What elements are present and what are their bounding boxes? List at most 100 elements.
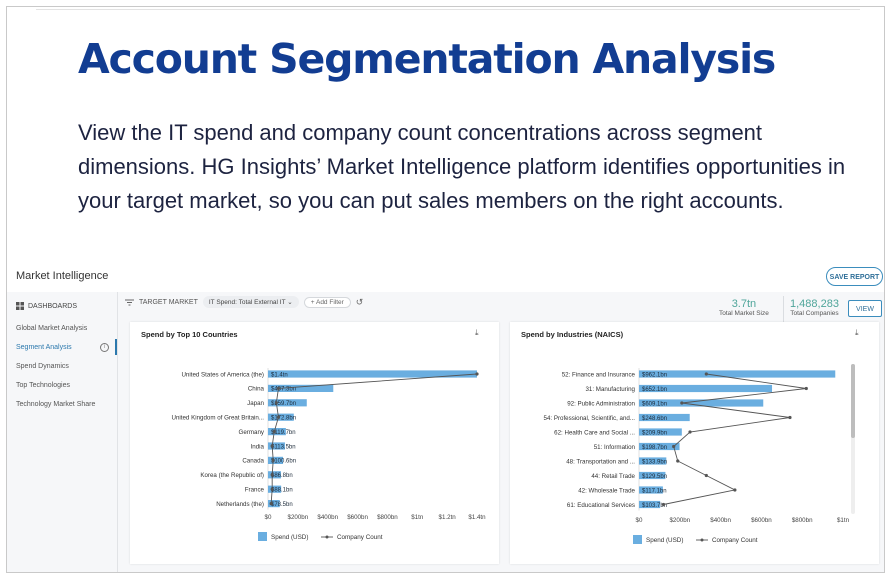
view-button[interactable]: VIEW	[848, 300, 882, 317]
hero-title: Account Segmentation Analysis	[78, 35, 776, 83]
data-label: $117.1bn	[642, 488, 667, 494]
data-label: $1.4tn	[271, 372, 288, 378]
sidebar-header: DASHBOARDS	[16, 302, 77, 310]
kpi-market-size-value: 3.7tn	[731, 298, 757, 310]
legend-label-spend: Spend (USD)	[271, 534, 308, 541]
data-label: $172.8bn	[271, 416, 296, 422]
filter-pill[interactable]: IT Spend: Total External IT ⌄	[202, 296, 299, 308]
save-report-button[interactable]: SAVE REPORT	[826, 267, 883, 286]
bar	[639, 457, 667, 465]
bar	[268, 456, 284, 464]
data-label: $86.8bn	[271, 473, 293, 479]
bar	[268, 384, 334, 392]
category-label: United Kingdom of Great Britain...	[171, 415, 264, 422]
category-label: United States of America (the)	[181, 371, 264, 378]
data-label: $609.1bn	[642, 401, 667, 407]
x-tick-label: $800bn	[792, 517, 813, 524]
company-count-point	[274, 401, 278, 405]
x-tick-label: $1.2tn	[439, 514, 457, 521]
reset-icon[interactable]: ↺	[355, 296, 364, 307]
bar	[268, 485, 282, 493]
company-count-line	[270, 373, 478, 504]
company-count-point	[680, 401, 684, 405]
legend-marker-company-count	[700, 538, 704, 542]
company-count-point	[475, 372, 479, 376]
company-count-point	[276, 415, 281, 419]
chevron-down-icon: ⌄	[287, 299, 293, 306]
download-icon[interactable]: ⤓	[855, 328, 859, 337]
category-label: Japan	[247, 400, 264, 407]
bar	[639, 428, 682, 436]
company-count-point	[704, 473, 708, 478]
x-tick-label: $1tn	[837, 517, 850, 524]
sidebar-header-label: DASHBOARDS	[28, 302, 78, 310]
active-indicator	[115, 339, 117, 355]
data-label: $100.6bn	[271, 459, 296, 465]
category-label: China	[248, 386, 265, 393]
filter-icon[interactable]	[125, 299, 134, 306]
category-label: Germany	[239, 429, 265, 436]
kpi-market-size: 3.7tn Total Market Size	[719, 298, 769, 317]
sidebar-item-segment-analysis[interactable]: Segment Analysis	[16, 344, 72, 351]
kpi-divider	[783, 296, 784, 324]
target-market-label: TARGET MARKET	[139, 298, 198, 306]
category-label: 61: Educational Services	[567, 502, 635, 509]
category-label: India	[251, 443, 265, 450]
bar	[268, 471, 281, 479]
x-tick-label: $600bn	[751, 517, 772, 524]
category-label: 51: Information	[594, 444, 636, 451]
legend-swatch-spend	[258, 532, 267, 541]
industries-chart: 52: Finance and Insurance $962.1bn 31: Man…	[544, 368, 850, 544]
add-filter-button[interactable]: + Add Filter	[303, 296, 351, 308]
kpi-market-size-label: Total Market Size	[719, 310, 769, 317]
scrollbar-thumb[interactable]	[851, 364, 855, 438]
category-label: 52: Finance and Insurance	[562, 371, 636, 378]
company-count-point	[269, 502, 273, 506]
dashboards-grid-icon	[16, 302, 24, 310]
legend-label-company-count: Company Count	[712, 537, 758, 544]
app-screenshot: Market Intelligence SAVE REPORT DASHBOAR…	[7, 262, 884, 572]
category-label: France	[245, 487, 265, 494]
bar	[639, 500, 661, 509]
data-label: $119.7bn	[271, 430, 296, 436]
category-label: 92: Public Administration	[567, 400, 635, 407]
sidebar-item-top-technologies[interactable]: Top Technologies	[16, 382, 70, 389]
category-label: Netherlands (the)	[216, 501, 264, 508]
company-count-point	[271, 458, 275, 462]
company-count-point	[688, 430, 692, 434]
company-count-point	[788, 415, 792, 420]
company-count-point	[704, 372, 708, 376]
sidebar: DASHBOARDS Global Market Analysis Segmen…	[7, 292, 118, 572]
company-count-point	[676, 459, 680, 463]
x-tick-label: $200bn	[669, 517, 690, 524]
x-tick-label: $400bn	[317, 514, 338, 521]
info-icon[interactable]: i	[100, 343, 109, 352]
legend-marker-company-count	[325, 535, 329, 539]
data-label: $129.5bn	[642, 474, 667, 480]
countries-chart-card: Spend by Top 10 Countries ⤓ United State…	[130, 322, 499, 564]
app-title: Market Intelligence	[16, 270, 109, 282]
data-label: $248.6bn	[642, 416, 667, 422]
sidebar-item-spend-dynamics[interactable]: Spend Dynamics	[16, 363, 69, 370]
data-label: $437.3bn	[271, 387, 296, 393]
data-label: $259.7bn	[271, 401, 296, 407]
sidebar-item-technology-market-share[interactable]: Technology Market Share	[16, 401, 96, 408]
bar	[639, 442, 680, 451]
company-count-point	[672, 444, 676, 449]
company-count-line	[663, 373, 807, 505]
company-count-point	[661, 502, 666, 507]
scrollbar-track[interactable]	[851, 364, 855, 514]
kpi-companies-label: Total Companies	[790, 310, 839, 317]
category-label: 44: Retail Trade	[591, 473, 635, 480]
bar	[639, 471, 666, 480]
sidebar-item-global-market-analysis[interactable]: Global Market Analysis	[16, 325, 88, 332]
category-label: 48: Transportation and ...	[566, 458, 635, 465]
app-header: Market Intelligence SAVE REPORT	[7, 262, 884, 292]
bar	[268, 399, 307, 407]
category-label: 62: Health Care and Social ...	[554, 429, 635, 436]
kpi-companies: 1,488,283 Total Companies	[790, 298, 839, 317]
data-label: $78.5bn	[271, 502, 293, 508]
company-count-point	[270, 444, 274, 448]
x-tick-label: $600bn	[347, 514, 368, 521]
download-icon[interactable]: ⤓	[475, 328, 479, 337]
